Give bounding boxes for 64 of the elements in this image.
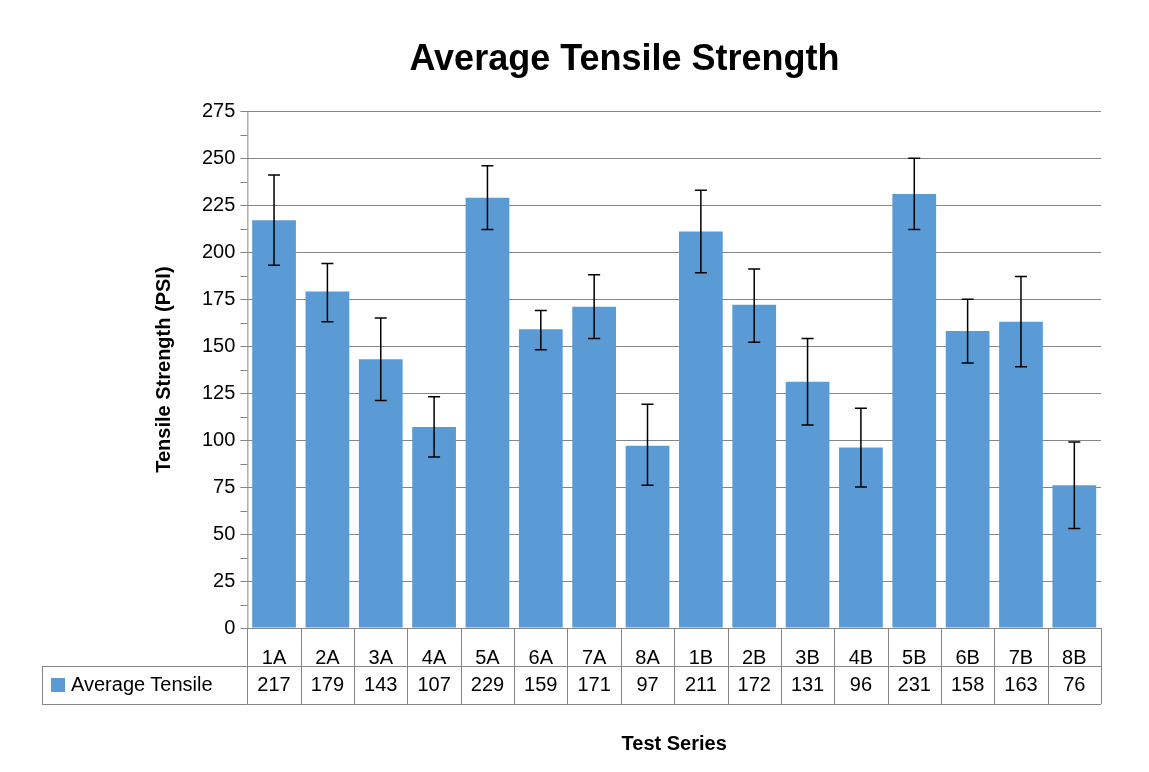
data-label: 76 [1063, 672, 1086, 695]
bar [465, 197, 510, 628]
y-tick-label: 150 [201, 333, 236, 356]
data-label: 217 [257, 672, 291, 695]
y-tick-label: 250 [201, 145, 236, 168]
data-label: 231 [897, 672, 931, 695]
bar [945, 331, 990, 628]
x-tick-label: 3A [368, 645, 394, 668]
x-tick-label: 5A [475, 645, 501, 668]
y-tick-label: 125 [201, 380, 236, 403]
chart-title: Average Tensile Strength [409, 36, 840, 78]
bar [358, 359, 403, 628]
y-tick-label: 25 [213, 568, 236, 591]
bar [678, 231, 723, 628]
x-tick-label: 8B [1062, 645, 1087, 668]
bar [732, 304, 777, 628]
x-tick-label: 4A [421, 645, 447, 668]
y-tick-label: 275 [201, 98, 236, 121]
data-label: 171 [577, 672, 611, 695]
y-tick-label: 75 [213, 474, 236, 497]
y-tick-label: 0 [224, 615, 236, 638]
y-tick-label: 50 [213, 521, 236, 544]
x-tick-label: 8A [635, 645, 661, 668]
data-label: 172 [737, 672, 771, 695]
y-tick-label: 175 [201, 286, 236, 309]
x-tick-label: 1A [261, 645, 287, 668]
x-tick-label: 1B [688, 645, 714, 668]
data-label: 131 [790, 672, 825, 695]
x-tick-label: 7B [1008, 645, 1034, 668]
bar [305, 291, 350, 628]
bar [252, 220, 296, 628]
x-tick-label: 2A [315, 645, 341, 668]
bar [999, 321, 1043, 628]
x-tick-label: 5B [902, 645, 927, 668]
bar [839, 447, 883, 628]
bar [518, 329, 563, 628]
x-tick-label: 2B [741, 645, 767, 668]
x-tick-label: 6B [955, 645, 980, 668]
y-axis-title: Tensile Strength (PSI) [151, 266, 174, 473]
data-label: 143 [364, 672, 398, 695]
y-tick-label: 200 [201, 239, 236, 262]
data-label: 159 [524, 672, 558, 695]
data-label: 163 [1004, 672, 1038, 695]
data-label: 179 [310, 672, 345, 695]
x-tick-label: 6A [528, 645, 554, 668]
x-tick-label: 4B [848, 645, 874, 668]
y-tick-label: 225 [201, 192, 236, 215]
x-tick-label: 3B [795, 645, 820, 668]
x-tick-label: 7A [581, 645, 608, 668]
x-axis-title: Test Series [621, 731, 727, 754]
data-label: 96 [849, 672, 873, 695]
y-tick-label: 100 [201, 427, 236, 450]
bar [412, 426, 456, 628]
bar [892, 193, 937, 628]
data-label: 97 [636, 672, 659, 695]
data-label: 229 [470, 672, 505, 695]
bar [785, 381, 830, 628]
data-label: 211 [684, 672, 717, 695]
bar [625, 445, 670, 628]
data-label: 158 [950, 672, 985, 695]
bar [1052, 485, 1097, 628]
bar [572, 306, 617, 628]
data-label: 107 [417, 672, 451, 695]
legend-label: Average Tensile [71, 672, 213, 695]
